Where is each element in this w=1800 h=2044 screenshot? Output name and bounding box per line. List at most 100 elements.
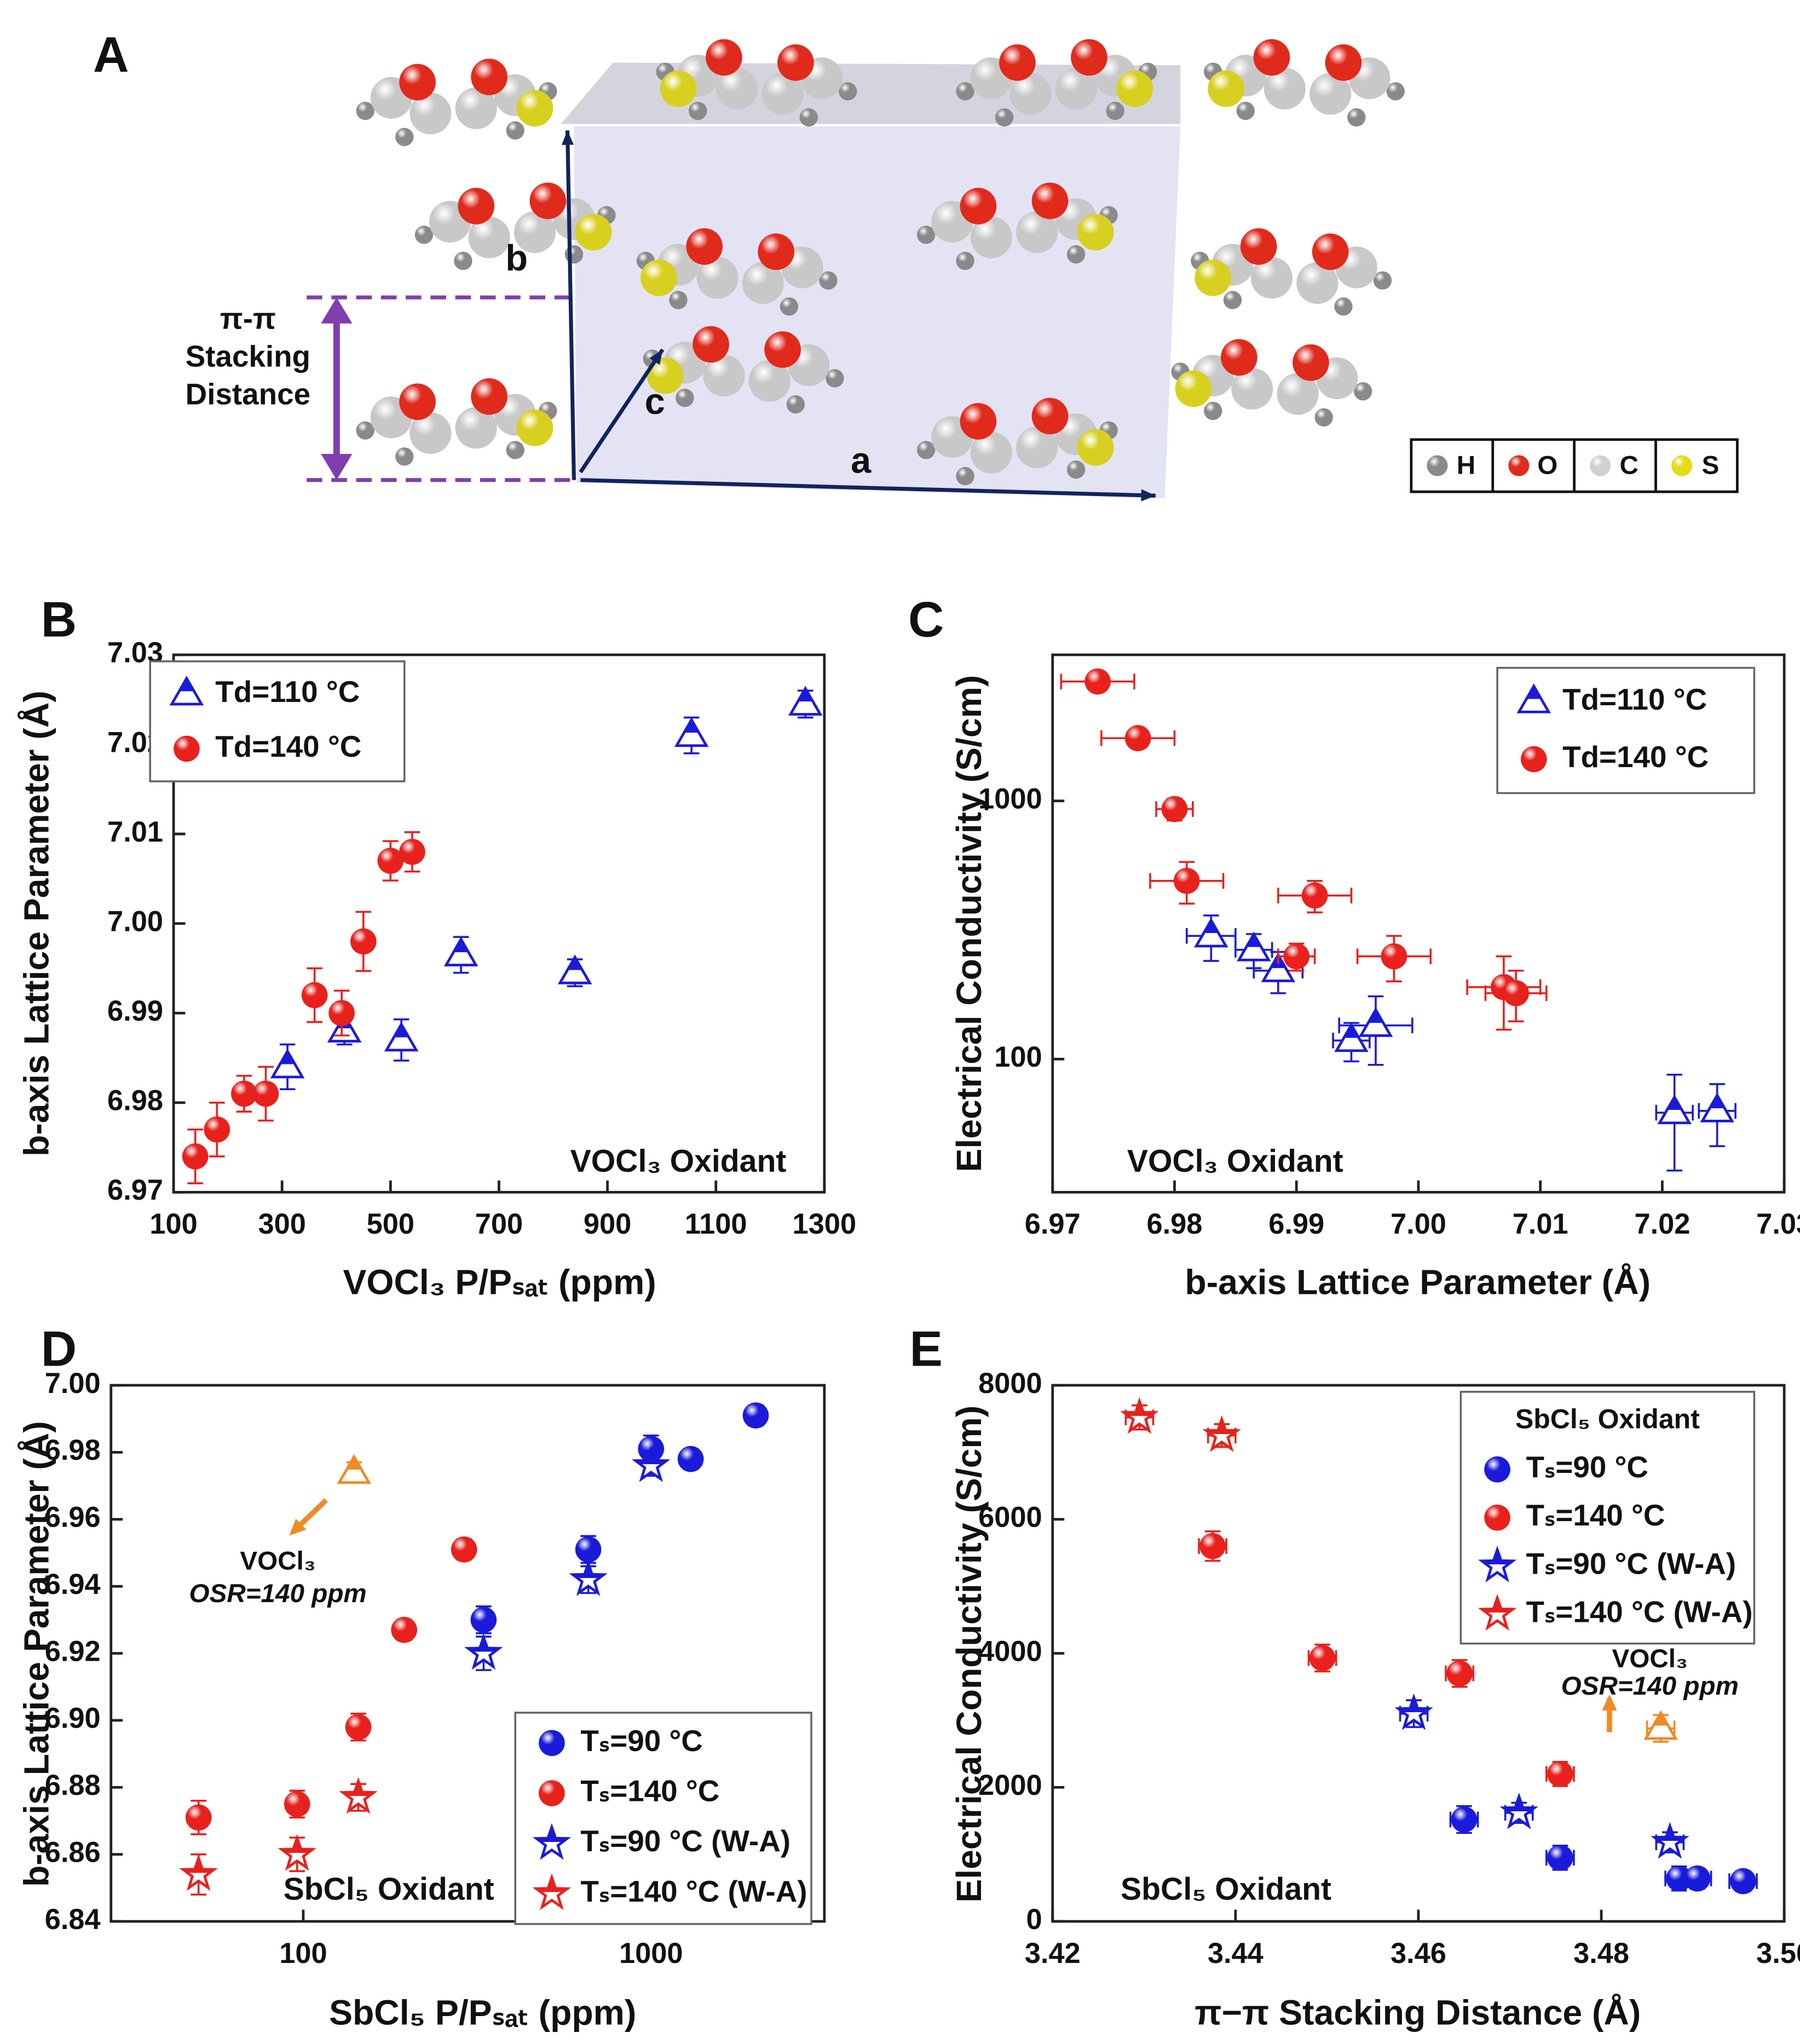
marker-circle [350,928,377,955]
marker-star [1394,1693,1433,1730]
atom [1277,373,1319,415]
atom [471,378,507,415]
atom [1296,262,1339,304]
legend-label: Tₛ=90 °C (W-A) [580,1824,791,1858]
legend-swatch [1520,746,1547,773]
atom [1314,408,1333,427]
annotation: OSR=140 ppm [189,1579,367,1608]
legend-swatch [169,676,204,706]
atom [716,67,758,110]
marker-circle [231,1080,257,1107]
atom [409,93,452,135]
y-tick-label: 6.99 [107,995,163,1027]
atom [1236,101,1255,120]
y-tick-label: 0 [1026,1904,1042,1936]
atom [356,421,374,440]
legend-label: Td=140 °C [1562,740,1709,774]
legend-title: SbCl₅ Oxidant [1515,1404,1700,1435]
atom [956,467,974,486]
marker-triangle [1358,1007,1393,1037]
atom [761,73,804,115]
marker-circle [1451,1806,1478,1833]
marker-circle [1666,1865,1692,1892]
y-tick-label: 6.90 [45,1703,101,1735]
marker-circle [1730,1868,1756,1895]
atom [1312,233,1349,270]
y-axis-label: b-axis Lattice Parameter (Å) [17,690,56,1156]
marker-circle [1199,1533,1226,1559]
atom [1066,460,1086,479]
marker-triangle [1700,1092,1734,1122]
x-tick-label: 300 [258,1208,305,1240]
atom [1016,426,1058,469]
legend-label: Tₛ=140 °C (W-A) [1526,1595,1752,1629]
atom [960,188,997,224]
y-tick-label: 6.94 [45,1569,101,1600]
marker-triangle [1194,917,1228,948]
atom [458,188,495,224]
atom [758,233,795,270]
atom-legend-swatch [1671,455,1693,476]
marker-star [1202,1415,1241,1452]
legend-box [1496,666,1756,794]
x-tick-label: 100 [279,1938,327,1970]
atom [1264,67,1306,110]
atom [960,403,997,440]
atom [839,82,857,101]
legend-label: Td=110 °C [215,675,360,709]
atom [1250,257,1293,299]
atom [1031,398,1069,435]
y-tick-label: 6.84 [45,1904,101,1936]
atom [1208,70,1244,107]
legend-swatch [539,1730,565,1757]
marker-triangle [270,1049,305,1079]
atom [395,447,414,466]
x-tick-label: 6.98 [1146,1208,1202,1240]
y-tick-label: 6000 [978,1502,1042,1534]
atom [471,59,507,95]
atom [703,354,745,397]
legend-label: Tₛ=140 °C (W-A) [580,1874,807,1908]
atom [956,82,974,101]
atom [1354,382,1372,401]
marker-triangle [674,717,709,747]
y-tick-label: 7.00 [107,906,163,937]
panel-letter: C [908,592,944,648]
atom [516,90,553,127]
marker-triangle [1236,931,1271,961]
legend-box [149,660,406,782]
atom-legend-swatch [1508,455,1530,476]
x-tick-label: 100 [149,1208,197,1240]
x-tick-label: 3.44 [1208,1938,1264,1970]
axis-arrow [565,130,576,480]
marker-circle [284,1791,310,1817]
marker-circle [1084,668,1111,695]
x-tick-label: 3.48 [1573,1938,1629,1970]
annotation: OSR=140 ppm [1561,1672,1739,1701]
y-tick-label: 8000 [978,1368,1042,1400]
panel-letter: B [41,592,77,648]
atom [1221,339,1257,376]
legend-label: Tₛ=90 °C [1526,1450,1648,1484]
atom [1347,108,1366,127]
marker-circle [1124,725,1151,751]
legend-swatch [1484,1456,1510,1483]
atom [1334,297,1353,316]
annotation: VOCl₃ Oxidant [570,1144,787,1179]
atom-legend-swatch [1427,455,1448,476]
marker-circle [1173,867,1200,894]
panel-letter: E [909,1321,942,1377]
atom [660,70,697,107]
atom-legend-swatch [1590,455,1611,476]
x-axis-label: VOCl₃ P/Pₛₐₜ (ppm) [343,1263,656,1302]
annotation: VOCl₃ Oxidant [1127,1144,1343,1179]
y-tick-label: 7.01 [107,816,163,848]
atom [1016,211,1058,254]
y-tick-label: 100 [994,1041,1042,1073]
atom [1116,70,1153,107]
axis-arrow [580,478,1156,498]
marker-circle [1161,796,1188,822]
marker-star [464,1633,503,1670]
legend-label: Tₛ=90 °C [580,1724,703,1758]
atom [1325,44,1362,81]
